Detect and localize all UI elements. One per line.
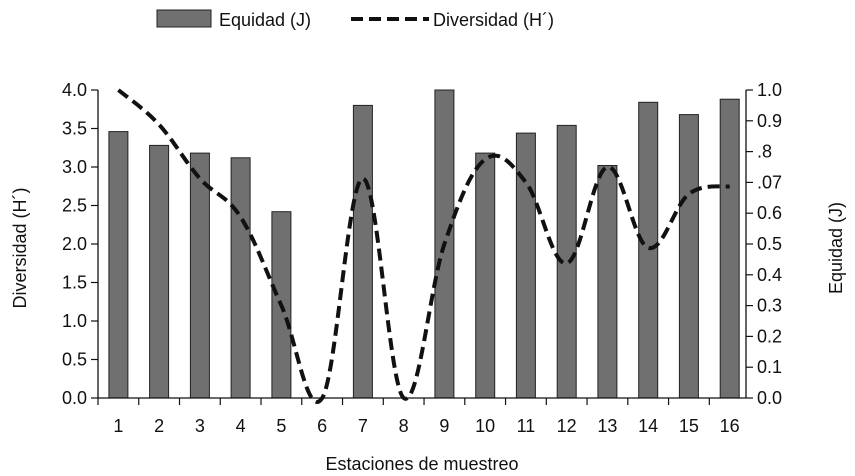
y2-tick-label: 0.6 <box>757 203 782 223</box>
y2-tick-label: 0.1 <box>757 357 782 377</box>
y-tick-label: 0.0 <box>62 388 87 408</box>
bar-2 <box>149 144 170 399</box>
y-tick-label: 0.5 <box>62 350 87 370</box>
x-tick-label: 6 <box>317 416 327 436</box>
y2-tick-label: 1.0 <box>757 80 782 100</box>
y-tick-label: 3.0 <box>62 157 87 177</box>
bar-14 <box>638 101 659 399</box>
x-tick-label: 9 <box>439 416 449 436</box>
legend-label-equidad: Equidad (J) <box>219 10 311 30</box>
y2-tick-label: .07 <box>757 172 782 192</box>
y-tick-label: 2.5 <box>62 196 87 216</box>
x-tick-label: 12 <box>557 416 577 436</box>
diversidad-line <box>117 88 731 404</box>
y2-tick-label: 0.4 <box>757 265 782 285</box>
bar-7 <box>352 104 373 399</box>
y-tick-label: 3.5 <box>62 119 87 139</box>
y2-tick-label: 0.0 <box>757 388 782 408</box>
bar-13 <box>597 165 618 399</box>
legend: Equidad (J) Diversidad (H´) <box>156 9 554 30</box>
y2-axis-title: Equidad (J) <box>826 202 846 294</box>
y-tick-label: 1.0 <box>62 311 87 331</box>
line-series <box>117 88 731 404</box>
x-tick-label: 1 <box>113 416 123 436</box>
x-tick-label: 5 <box>276 416 286 436</box>
bar-15 <box>678 114 699 399</box>
x-tick-label: 4 <box>236 416 246 436</box>
bar-3 <box>189 152 210 399</box>
x-tick-label: 11 <box>517 416 536 436</box>
x-tick-label: 14 <box>638 416 658 436</box>
x-tick-label: 2 <box>154 416 164 436</box>
y-axis-title: Diversidad (H´) <box>10 187 30 308</box>
bar-1 <box>108 131 129 399</box>
y-tick-label: 1.5 <box>62 273 87 293</box>
y-tick-label: 4.0 <box>62 80 87 100</box>
legend-swatch-equidad <box>156 9 212 28</box>
axes: 0.0 0.5 1.0 1.5 2.0 2.5 3.0 3.5 4.0 0.0 0.1 0.2 0.3 0… <box>62 80 782 436</box>
y2-tick-label: 0.5 <box>757 234 782 254</box>
bar-16 <box>719 98 740 399</box>
y-tick-label: 2.0 <box>62 234 87 254</box>
bar-10 <box>475 152 496 399</box>
bar-series <box>108 89 740 399</box>
x-axis-title: Estaciones de muestreo <box>325 454 518 474</box>
x-tick-label: 13 <box>597 416 617 436</box>
y2-tick-label: 0.9 <box>757 111 782 131</box>
y2-tick-label: 0.2 <box>757 326 782 346</box>
x-tick-label: 10 <box>475 416 495 436</box>
x-tick-label: 3 <box>195 416 205 436</box>
y2-tick-label: .8 <box>757 142 772 162</box>
x-tick-label: 16 <box>720 416 740 436</box>
y2-tick-label: 0.3 <box>757 296 782 316</box>
x-tick-label: 7 <box>358 416 368 436</box>
bar-4 <box>230 157 251 399</box>
x-tick-label: 15 <box>679 416 699 436</box>
x-tick-label: 8 <box>399 416 409 436</box>
legend-label-diversidad: Diversidad (H´) <box>433 10 554 30</box>
